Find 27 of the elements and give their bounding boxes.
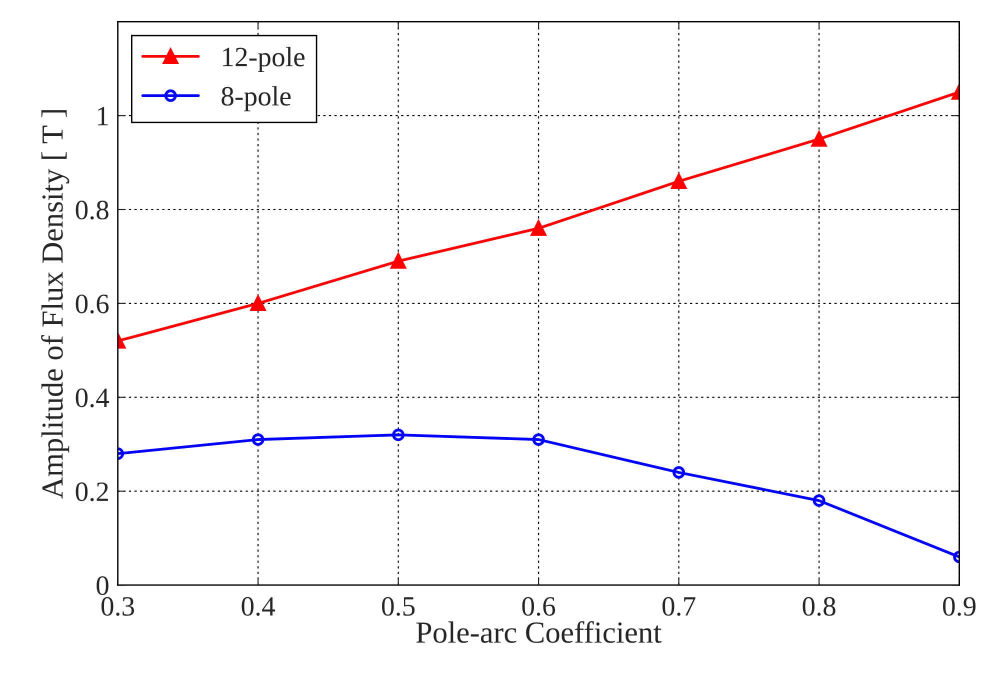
y-tick-label: 0.2: [76, 482, 108, 502]
x-axis-title: Pole-arc Coefficient: [416, 621, 662, 643]
x-tick-label: 0.9: [943, 597, 976, 616]
x-tick-label: 0.3: [102, 597, 134, 616]
point: [811, 131, 827, 147]
y-tick-label: 0.6: [76, 294, 109, 314]
point: [671, 174, 686, 189]
point: [390, 254, 406, 269]
legend-label: 8-pole: [222, 86, 291, 112]
point: [812, 494, 826, 507]
legend-label: 12-pole: [223, 46, 304, 72]
y-axis-title: Amplitude of Flux Density [ T ]: [41, 110, 70, 499]
x-tick-label: 0.7: [662, 597, 696, 616]
point: [530, 220, 546, 236]
y-tick-label: 0.8: [76, 200, 108, 220]
x-tick-label: 0.6: [522, 597, 556, 616]
x-tick-label: 0.5: [382, 597, 415, 616]
point: [252, 433, 264, 446]
x-tick-label: 0.4: [242, 597, 275, 616]
point: [392, 428, 405, 442]
point: [532, 433, 545, 446]
y-tick-label: 0: [96, 576, 108, 596]
x-tick-label: 0.8: [802, 597, 836, 616]
point: [250, 296, 266, 312]
point: [672, 466, 686, 479]
y-tick-label: 1: [98, 106, 108, 126]
y-tick-label: 0.4: [76, 388, 110, 408]
